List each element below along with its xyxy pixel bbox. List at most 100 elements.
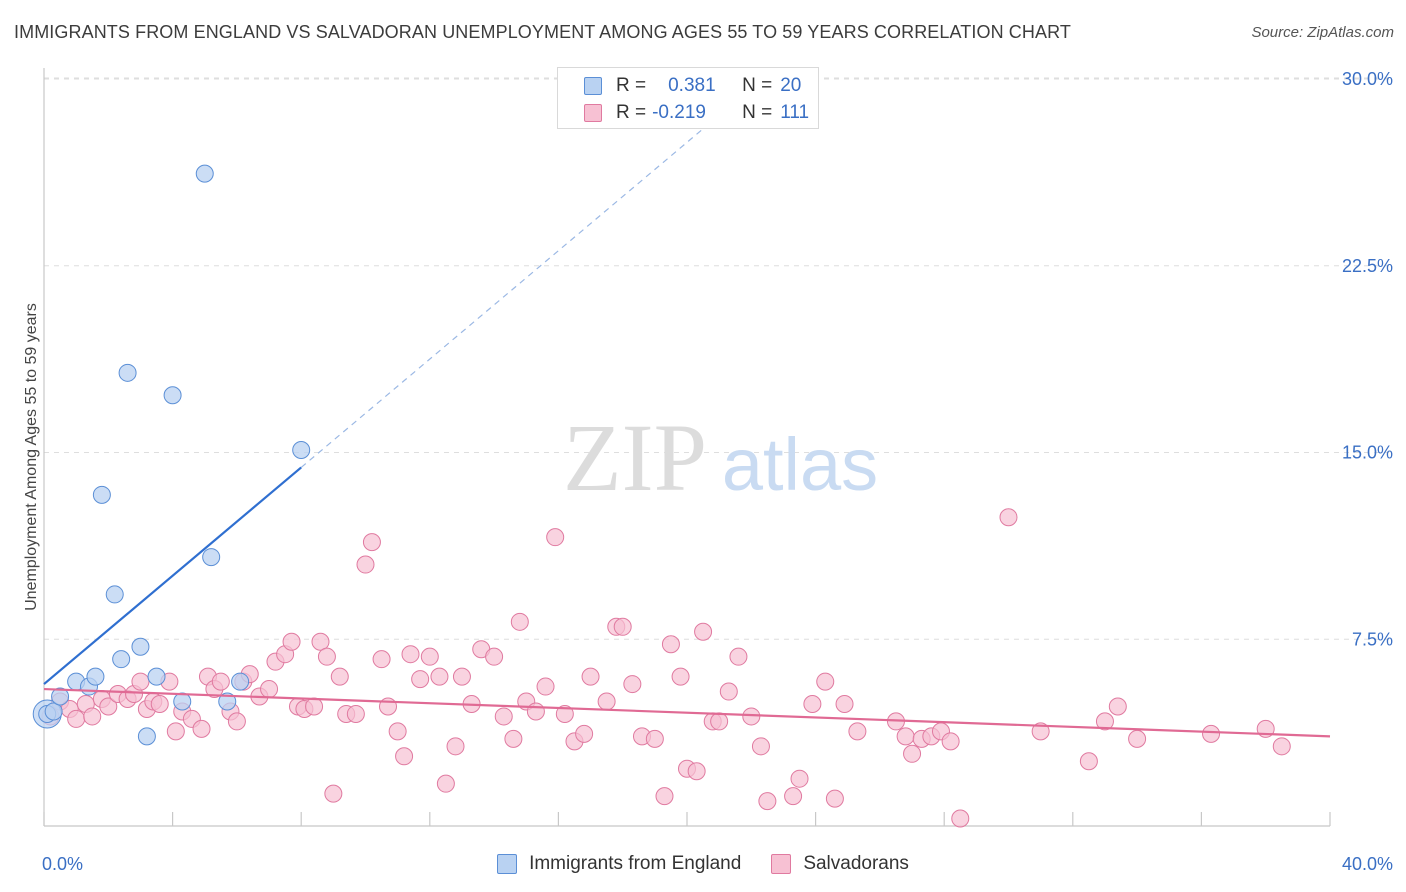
salvadorans-point (166, 722, 185, 741)
salvadorans-point (719, 682, 738, 701)
legend-label-england: Immigrants from England (529, 853, 742, 874)
salvadorans-point (742, 707, 761, 726)
salvadorans-point (494, 707, 513, 726)
salvadorans-swatch (584, 104, 602, 122)
salvadorans-point (903, 744, 922, 763)
salvadorans-point (362, 533, 381, 552)
watermark-zip: ZIP (563, 404, 707, 511)
salvadorans-point (1031, 722, 1050, 741)
salvadorans-point (282, 632, 301, 651)
salvadorans-point (150, 694, 169, 713)
n-label: N = (742, 75, 773, 96)
source-credit: Source: ZipAtlas.com (1251, 24, 1394, 41)
salvadorans-point (311, 632, 330, 651)
salvadorans-point (941, 732, 960, 751)
salvadorans-point (330, 667, 349, 686)
salvadorans-point (575, 724, 594, 743)
x-tick-label-max: 40.0% (1342, 854, 1393, 874)
salvadorans-point (192, 719, 211, 738)
england-point (292, 441, 311, 460)
salvadorans-point (803, 694, 822, 713)
salvadorans-point (510, 612, 529, 631)
legend-row-england: R = 0.381 N = 20 (584, 74, 801, 98)
legend-row-salvadorans: R = -0.219 N = 111 (584, 101, 809, 125)
england-point (118, 363, 137, 382)
salvadorans-point (623, 675, 642, 694)
chart-title: IMMIGRANTS FROM ENGLAND VS SALVADORAN UN… (14, 22, 1071, 42)
salvadorans-point (395, 747, 414, 766)
england-point (44, 702, 63, 721)
salvadorans-point (645, 729, 664, 748)
salvadorans-point (420, 647, 439, 666)
salvadorans-point (99, 697, 118, 716)
salvadorans-point (67, 709, 86, 728)
r-value-salvadorans: -0.219 (652, 102, 706, 123)
salvadorans-point (555, 704, 574, 723)
y-tick-label: 22.5% (1342, 256, 1393, 276)
salvadorans-point (816, 672, 835, 691)
salvadorans-point (758, 792, 777, 811)
england-trend-line (43, 466, 302, 685)
salvadorans-point (305, 697, 324, 716)
legend-item-salvadorans[interactable]: Salvadorans (771, 853, 909, 875)
salvadorans-point (597, 692, 616, 711)
watermark: ZIP atlas (563, 404, 878, 511)
england-point (105, 585, 124, 604)
salvadorans-point (655, 787, 674, 806)
salvadorans-point (317, 647, 336, 666)
salvadorans-point (825, 789, 844, 808)
salvadorans-point (430, 667, 449, 686)
england-point (195, 164, 214, 183)
salvadorans-point (896, 727, 915, 746)
england-point (86, 667, 105, 686)
legend-item-england[interactable]: Immigrants from England (497, 853, 741, 875)
salvadorans-point (504, 729, 523, 748)
salvadorans-point (211, 672, 230, 691)
england-point (147, 667, 166, 686)
salvadorans-point (227, 712, 246, 731)
salvadorans-point (1108, 697, 1127, 716)
england-swatch (584, 77, 602, 95)
x-tick-labels: 0.0% 40.0% (42, 854, 1393, 874)
england-point (173, 692, 192, 711)
salvadorans-point (790, 769, 809, 788)
salvadorans-point (372, 650, 391, 669)
england-point (137, 727, 156, 746)
salvadorans-point (848, 722, 867, 741)
r-label: R = (616, 75, 647, 96)
salvadorans-point (1095, 712, 1114, 731)
salvadorans-point (546, 528, 565, 547)
axes (43, 68, 1331, 827)
salvadorans-point (951, 809, 970, 828)
series-legend: Immigrants from England Salvadorans (0, 852, 1406, 876)
salvadorans-point (131, 672, 150, 691)
salvadorans-point (710, 712, 729, 731)
england-point (202, 548, 221, 567)
england-point (92, 485, 111, 504)
salvadorans-point (1272, 737, 1291, 756)
salvadorans-point (452, 667, 471, 686)
salvadorans-point (260, 680, 279, 699)
salvadorans-points (41, 508, 1291, 828)
salvadorans-point (536, 677, 555, 696)
y-tick-label: 30.0% (1342, 69, 1393, 89)
salvadorans-trend-line (43, 687, 1331, 738)
r-value-england: 0.381 (668, 75, 716, 96)
salvadorans-point (1202, 724, 1221, 743)
y-tick-label: 15.0% (1342, 443, 1393, 463)
salvadorans-swatch (771, 854, 792, 874)
y-tick-labels: 7.5% 15.0% 22.5% 30.0% (1342, 69, 1393, 649)
x-tick-label-min: 0.0% (42, 854, 83, 874)
salvadorans-point (83, 707, 102, 726)
salvadorans-point (324, 784, 343, 803)
england-point (163, 386, 182, 405)
n-value-salvadorans: 111 (780, 102, 810, 123)
n-value-england: 20 (780, 75, 802, 96)
salvadorans-point (729, 647, 748, 666)
england-points (32, 164, 311, 746)
correlation-legend: R = 0.381 N = 20 R = -0.219 N = 111 (557, 67, 819, 129)
salvadorans-point (671, 667, 690, 686)
salvadorans-point (1128, 729, 1147, 748)
legend-label-salvadorans: Salvadorans (803, 853, 909, 874)
